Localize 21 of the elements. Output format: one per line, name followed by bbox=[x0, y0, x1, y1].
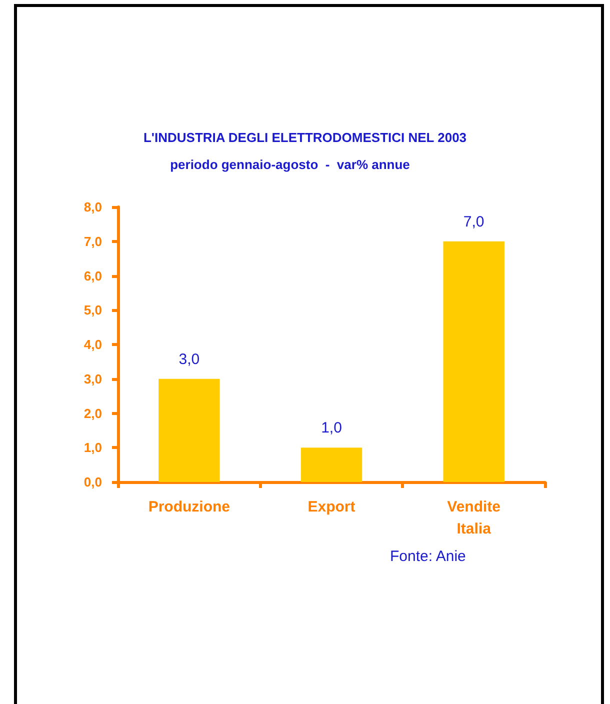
bar bbox=[300, 448, 362, 482]
data-label: 1,0 bbox=[321, 420, 342, 437]
chart-title: L'INDUSTRIA DEGLI ELETTRODOMESTICI NEL 2003 bbox=[143, 130, 467, 145]
source-note: Fonte: Anie bbox=[390, 548, 466, 565]
y-tick-label: 3,0 bbox=[84, 371, 102, 386]
data-label: 3,0 bbox=[178, 350, 200, 368]
y-tick-label: 6,0 bbox=[84, 268, 102, 284]
y-tick-label: 2,0 bbox=[84, 406, 102, 421]
bar bbox=[158, 378, 220, 482]
x-tick-label: Produzione bbox=[148, 498, 230, 516]
y-tick-label: 4,0 bbox=[84, 337, 102, 352]
y-tick-label: 1,0 bbox=[84, 440, 102, 456]
y-tick-label: 8,0 bbox=[84, 200, 102, 214]
y-tick-label: 7,0 bbox=[84, 234, 102, 249]
data-label: 7,0 bbox=[463, 213, 484, 230]
x-tick-label: Vendite Italia bbox=[447, 498, 501, 538]
bar bbox=[443, 241, 504, 482]
chart-subtitle: periodo gennaio-agosto - var% annue bbox=[170, 157, 410, 172]
x-tick-label: Export bbox=[308, 498, 356, 516]
y-tick-label: 5,0 bbox=[84, 302, 102, 318]
y-tick-label: 0,0 bbox=[84, 474, 102, 490]
